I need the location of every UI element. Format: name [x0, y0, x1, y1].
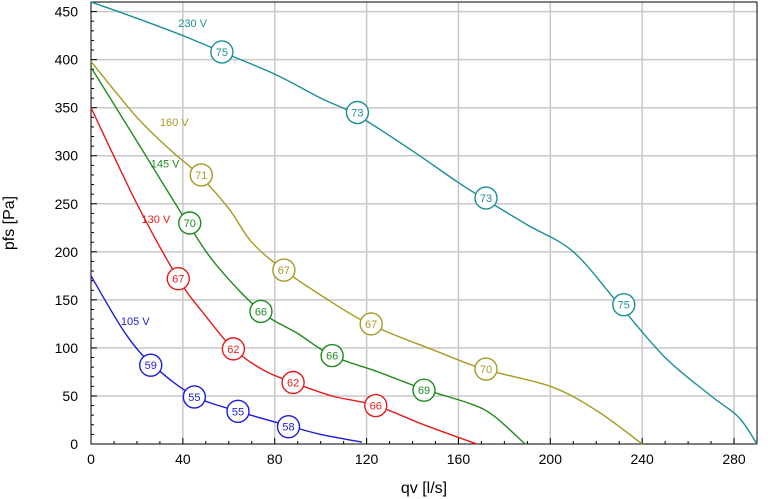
- x-tick-label: 0: [87, 451, 95, 467]
- x-tick-label: 120: [355, 451, 379, 467]
- x-tick-label: 200: [539, 451, 563, 467]
- marker-label: 70: [184, 218, 196, 230]
- marker-circle: [139, 353, 163, 377]
- marker-circle: [474, 186, 498, 210]
- y-tick-label: 150: [55, 292, 79, 308]
- marker-label: 66: [255, 306, 267, 318]
- series-160v: 160 V 71 67 67 70: [90, 61, 643, 445]
- x-tick-label: 160: [447, 451, 471, 467]
- marker-label: 59: [145, 360, 157, 372]
- series-label-145v: 145 V: [151, 158, 180, 170]
- x-tick-label: 80: [267, 451, 283, 467]
- marker-circle: [345, 100, 370, 125]
- series-line-160v: [90, 61, 643, 445]
- marker-circle: [166, 267, 190, 291]
- marker-circle: [276, 415, 301, 439]
- series-label-160v: 160 V: [160, 117, 189, 129]
- marker-label: 71: [195, 170, 207, 182]
- marker-label: 67: [278, 265, 290, 277]
- y-tick-label: 250: [55, 196, 79, 212]
- marker-label: 62: [287, 378, 299, 390]
- series-230v: 230 V 75 73 73 75: [90, 1, 758, 445]
- y-tick-label: 0: [70, 436, 78, 452]
- series-145v: 145 V 70 66 66 69: [90, 66, 526, 445]
- marker-label: 55: [232, 406, 244, 418]
- marker-label: 66: [370, 401, 382, 413]
- series-label-130v: 130 V: [142, 214, 171, 226]
- marker-label: 70: [480, 364, 492, 376]
- marker-circle: [221, 337, 246, 361]
- marker-circle: [359, 312, 383, 336]
- x-axis-label: qv [l/s]: [401, 480, 447, 497]
- marker-circle: [226, 399, 250, 424]
- marker-circle: [474, 357, 498, 381]
- marker-circle: [249, 299, 273, 324]
- marker-circle: [320, 343, 344, 368]
- y-tick-label: 100: [55, 340, 79, 356]
- marker-label: 55: [188, 392, 200, 404]
- x-tick-label: 280: [722, 451, 746, 467]
- series-label-230v: 230 V: [178, 18, 207, 30]
- marker-circle: [189, 163, 213, 187]
- marker-label: 58: [282, 422, 294, 434]
- series-105v: 105 V 59 55 55 58: [90, 275, 363, 443]
- series-label-105v: 105 V: [121, 316, 150, 328]
- marker-label: 69: [418, 385, 430, 397]
- series-130v: 130 V 67 62 62 66: [90, 107, 478, 445]
- marker-circle: [281, 370, 305, 395]
- y-tick-label: 400: [55, 52, 79, 68]
- series-line-145v: [90, 66, 526, 445]
- y-tick-label: 300: [55, 148, 79, 164]
- y-tick-label: 200: [55, 244, 79, 260]
- y-axis-label: pfs [Pa]: [1, 196, 18, 250]
- marker-label: 75: [216, 47, 228, 59]
- marker-label: 66: [326, 351, 338, 363]
- series-line-105v: [90, 275, 363, 443]
- marker-label: 75: [618, 300, 630, 312]
- y-tick-label: 350: [55, 100, 79, 116]
- marker-circle: [178, 211, 202, 235]
- marker-label: 62: [227, 344, 239, 356]
- marker-label: 73: [351, 108, 363, 120]
- marker-label: 73: [480, 193, 492, 205]
- y-tick-label: 50: [62, 388, 78, 404]
- marker-circle: [612, 292, 636, 317]
- x-tick-label: 240: [630, 451, 654, 467]
- marker-label: 67: [172, 274, 184, 286]
- x-tick-label: 40: [175, 451, 191, 467]
- plot-background: [91, 2, 757, 444]
- marker-circle: [412, 378, 436, 402]
- marker-circle: [272, 258, 296, 282]
- marker-circle: [182, 385, 207, 409]
- axes: 0 40 80 120 160 200 240 280 0 50 100 150 200 250 300 35…: [55, 1, 758, 467]
- y-tick-label: 450: [55, 4, 79, 20]
- marker-circle: [210, 40, 234, 64]
- marker-circle: [364, 393, 388, 418]
- marker-label: 67: [365, 319, 377, 331]
